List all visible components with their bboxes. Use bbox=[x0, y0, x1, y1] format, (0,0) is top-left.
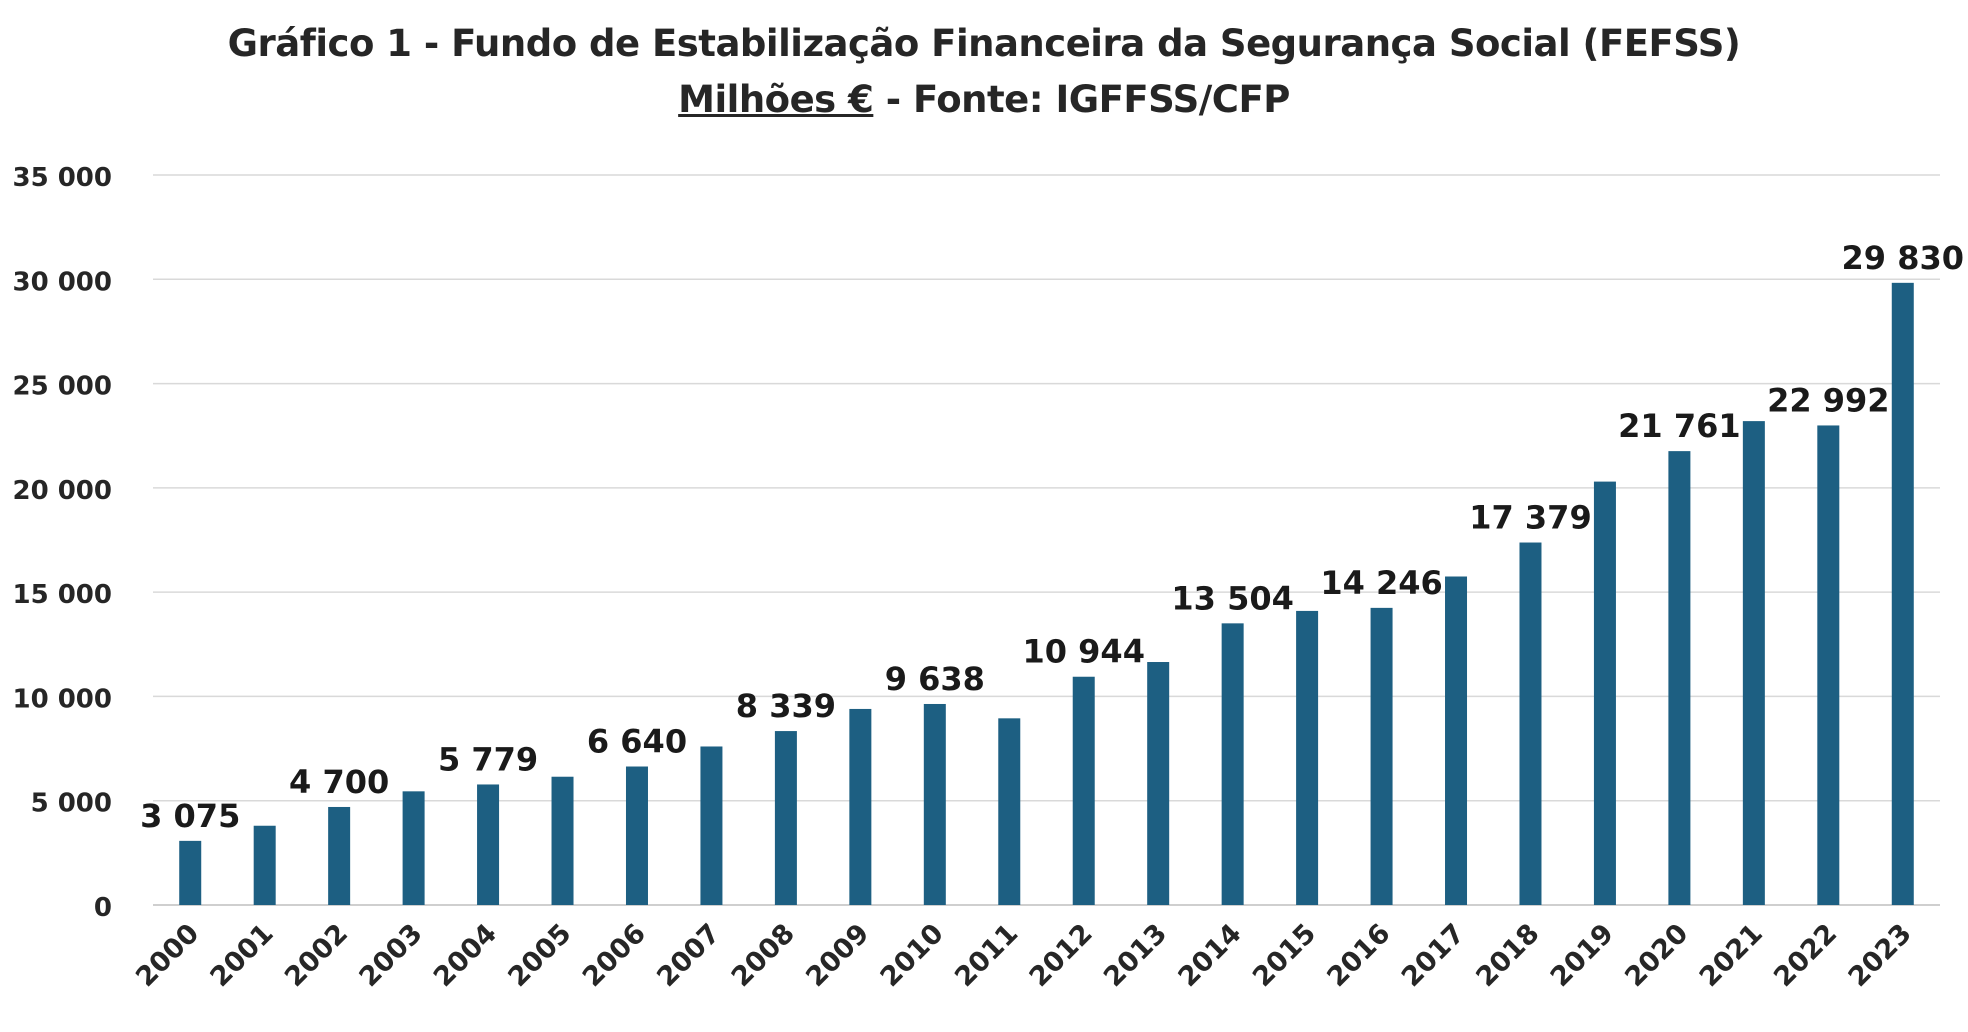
bar bbox=[1072, 676, 1095, 905]
y-tick-label: 0 bbox=[94, 893, 112, 923]
x-tick-label: 2020 bbox=[1619, 918, 1694, 993]
bar bbox=[998, 718, 1021, 905]
x-tick-label: 2009 bbox=[800, 918, 875, 993]
bar bbox=[1445, 576, 1468, 905]
bar bbox=[551, 776, 574, 905]
x-tick-label: 2008 bbox=[726, 918, 801, 993]
x-tick-label: 2007 bbox=[651, 918, 726, 993]
bar bbox=[923, 703, 946, 905]
bar bbox=[1221, 623, 1244, 905]
bar bbox=[1147, 662, 1170, 905]
data-label: 9 638 bbox=[885, 660, 985, 698]
x-tick-label: 2004 bbox=[428, 918, 503, 993]
bar bbox=[1593, 481, 1616, 905]
data-label: 5 779 bbox=[438, 740, 538, 778]
bar bbox=[477, 784, 500, 905]
x-tick-label: 2010 bbox=[875, 918, 950, 993]
chart-subtitle: Milhões € - Fonte: IGFFSS/CFP bbox=[0, 78, 1968, 121]
x-tick-label: 2014 bbox=[1173, 918, 1248, 993]
y-tick-label: 30 000 bbox=[12, 267, 112, 297]
bar bbox=[849, 708, 872, 905]
x-tick-label: 2003 bbox=[353, 918, 428, 993]
data-label: 22 992 bbox=[1767, 381, 1889, 419]
x-tick-label: 2006 bbox=[577, 918, 652, 993]
bar bbox=[179, 840, 202, 905]
x-tick-label: 2017 bbox=[1396, 918, 1471, 993]
bar bbox=[402, 791, 425, 905]
x-tick-label: 2019 bbox=[1545, 918, 1620, 993]
x-tick-label: 2011 bbox=[949, 918, 1024, 993]
chart-unit: Milhões € bbox=[678, 78, 874, 121]
x-tick-label: 2012 bbox=[1024, 918, 1099, 993]
data-label: 29 830 bbox=[1842, 239, 1964, 277]
chart-source: - Fonte: IGFFSS/CFP bbox=[873, 78, 1291, 121]
y-tick-label: 25 000 bbox=[12, 372, 112, 402]
data-label: 3 075 bbox=[140, 797, 240, 835]
y-tick-label: 10 000 bbox=[12, 684, 112, 714]
data-label: 4 700 bbox=[289, 763, 389, 801]
x-tick-label: 2016 bbox=[1321, 918, 1396, 993]
x-tick-label: 2015 bbox=[1247, 918, 1322, 993]
x-tick-label: 2002 bbox=[279, 918, 354, 993]
x-tick-label: 2023 bbox=[1843, 918, 1918, 993]
x-tick-label: 2021 bbox=[1694, 918, 1769, 993]
x-tick-label: 2018 bbox=[1470, 918, 1545, 993]
data-label: 13 504 bbox=[1171, 579, 1293, 617]
bar bbox=[1742, 421, 1765, 905]
bar bbox=[625, 766, 648, 905]
bar bbox=[700, 746, 723, 905]
x-tick-label: 2001 bbox=[205, 918, 280, 993]
bar bbox=[1668, 451, 1691, 905]
bar bbox=[1891, 282, 1914, 905]
data-label: 17 379 bbox=[1469, 499, 1591, 537]
bar bbox=[253, 825, 276, 905]
data-label: 10 944 bbox=[1022, 633, 1144, 671]
data-label: 6 640 bbox=[587, 723, 687, 761]
bar bbox=[774, 731, 797, 905]
data-label: 21 761 bbox=[1618, 407, 1740, 445]
bar bbox=[328, 806, 351, 905]
y-tick-label: 5 000 bbox=[31, 789, 112, 819]
bar bbox=[1370, 607, 1393, 905]
y-tick-label: 15 000 bbox=[12, 580, 112, 610]
x-tick-label: 2022 bbox=[1768, 918, 1843, 993]
x-tick-label: 2005 bbox=[502, 918, 577, 993]
bar bbox=[1296, 610, 1319, 905]
data-label: 14 246 bbox=[1320, 564, 1442, 602]
y-tick-label: 20 000 bbox=[12, 476, 112, 506]
x-tick-label: 2013 bbox=[1098, 918, 1173, 993]
x-tick-label: 2000 bbox=[130, 918, 205, 993]
y-tick-label: 35 000 bbox=[12, 163, 112, 193]
chart-title: Gráfico 1 - Fundo de Estabilização Finan… bbox=[227, 22, 1741, 65]
data-label: 8 339 bbox=[736, 687, 836, 725]
bar bbox=[1817, 425, 1840, 905]
bar bbox=[1519, 542, 1542, 905]
